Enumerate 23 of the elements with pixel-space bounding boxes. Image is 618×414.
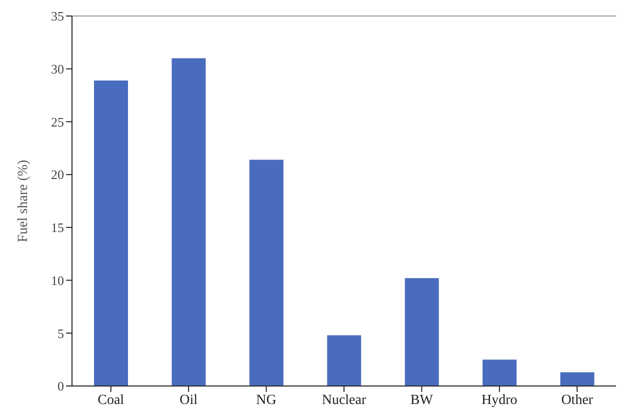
y-tick-label: 5 (58, 326, 64, 341)
x-tick-label: Coal (98, 392, 124, 408)
bar (249, 160, 284, 386)
y-tick-label: 20 (51, 167, 64, 182)
x-tick-label: Other (561, 392, 594, 408)
bar (560, 372, 594, 386)
bar (327, 335, 362, 386)
y-axis-title: Fuel share (%) (16, 159, 31, 242)
y-tick-label: 10 (51, 272, 64, 288)
bar (404, 278, 439, 386)
x-tick-label: BW (410, 392, 434, 408)
bar (172, 58, 206, 386)
x-tick-label: Nuclear (322, 392, 366, 408)
y-tick-label: 0 (58, 378, 64, 394)
x-tick-label: Hydro (482, 392, 518, 408)
x-tick-label: NG (256, 392, 276, 408)
y-tick-label: 35 (51, 8, 64, 24)
y-tick-label: 15 (51, 220, 64, 236)
y-tick-label: 25 (51, 114, 64, 130)
bar (94, 80, 128, 386)
x-tick-label: Oil (180, 392, 198, 408)
y-tick-label: 30 (51, 61, 64, 76)
bar (482, 360, 517, 386)
